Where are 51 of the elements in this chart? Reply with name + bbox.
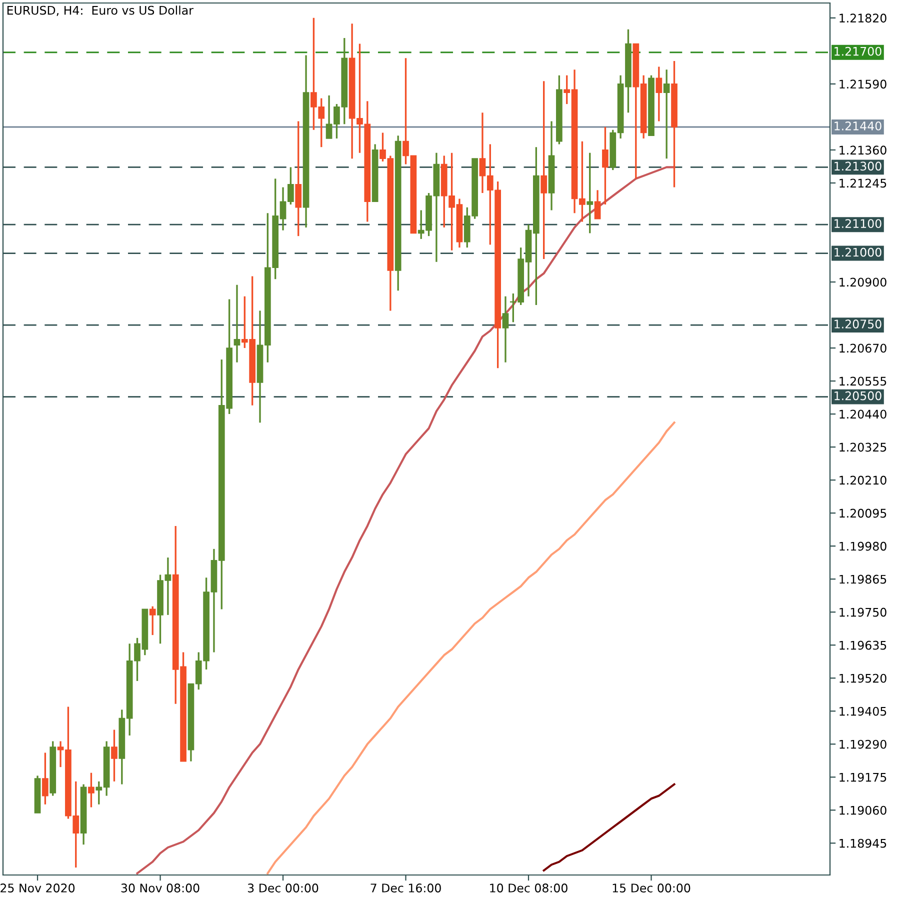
x-tick-label: 25 Nov 2020 <box>0 884 75 892</box>
candlestick <box>234 284 240 364</box>
y-tick-label: 1.19060 <box>840 806 886 815</box>
y-tick-label: 1.19980 <box>840 542 886 551</box>
candlestick <box>295 120 302 237</box>
y-tick-label: 1.18945 <box>840 838 886 848</box>
x-tick-label: 30 Nov 08:00 <box>121 884 200 892</box>
candlestick <box>149 606 156 636</box>
ref-line-label: 1.21100 <box>834 219 882 228</box>
ref-line-label: 1.21700 <box>834 46 882 56</box>
y-tick-label: 1.21360 <box>840 146 886 155</box>
ref-line-label: 1.21440 <box>834 121 882 130</box>
candlestick <box>111 728 118 782</box>
y-tick-label: 1.20900 <box>840 278 886 287</box>
chart-title: EURUSD, H4: Euro vs US Dollar <box>7 6 194 16</box>
candlestick <box>586 152 594 234</box>
y-tick-label: 1.19520 <box>840 674 886 683</box>
y-tick-label: 1.19175 <box>840 772 886 782</box>
y-tick-label: 1.20210 <box>840 476 886 485</box>
y-tick-label: 1.20095 <box>840 508 886 518</box>
x-tick-label: 15 Dec 00:00 <box>612 884 690 892</box>
candlestick <box>656 66 662 122</box>
y-tick-label: 1.20555 <box>840 376 886 386</box>
y-tick-label: 1.19290 <box>840 740 886 749</box>
candlestick <box>88 772 94 808</box>
y-tick-label: 1.21245 <box>840 178 886 188</box>
y-tick-label: 1.21590 <box>840 80 886 89</box>
line-series <box>542 783 676 872</box>
line-series <box>266 422 676 874</box>
y-tick-label: 1.19635 <box>840 640 886 650</box>
y-tick-label: 1.20670 <box>840 344 886 353</box>
ref-line-label: 1.20500 <box>834 391 882 400</box>
y-tick-label: 1.21820 <box>840 14 886 23</box>
candlestick <box>594 189 601 220</box>
y-tick-label: 1.19750 <box>840 608 886 617</box>
y-tick-label: 1.20325 <box>840 442 886 452</box>
ref-line-label: 1.21300 <box>834 162 882 171</box>
ref-line-label: 1.20750 <box>834 320 882 328</box>
y-tick-label: 1.19865 <box>840 574 886 584</box>
y-tick-label: 1.19405 <box>840 706 886 716</box>
candlestick <box>663 68 670 160</box>
candlestick <box>540 80 548 260</box>
ref-line-label: 1.21000 <box>834 248 882 257</box>
y-tick-label: 1.20440 <box>840 410 886 419</box>
candlestick <box>502 296 509 364</box>
candlestick <box>602 126 608 206</box>
x-tick-label: 7 Dec 16:00 <box>370 884 441 892</box>
x-tick-label: 10 Dec 08:00 <box>490 884 568 892</box>
line-series <box>136 166 676 874</box>
candlestick <box>42 752 48 806</box>
x-tick-label: 3 Dec 00:00 <box>248 884 318 892</box>
